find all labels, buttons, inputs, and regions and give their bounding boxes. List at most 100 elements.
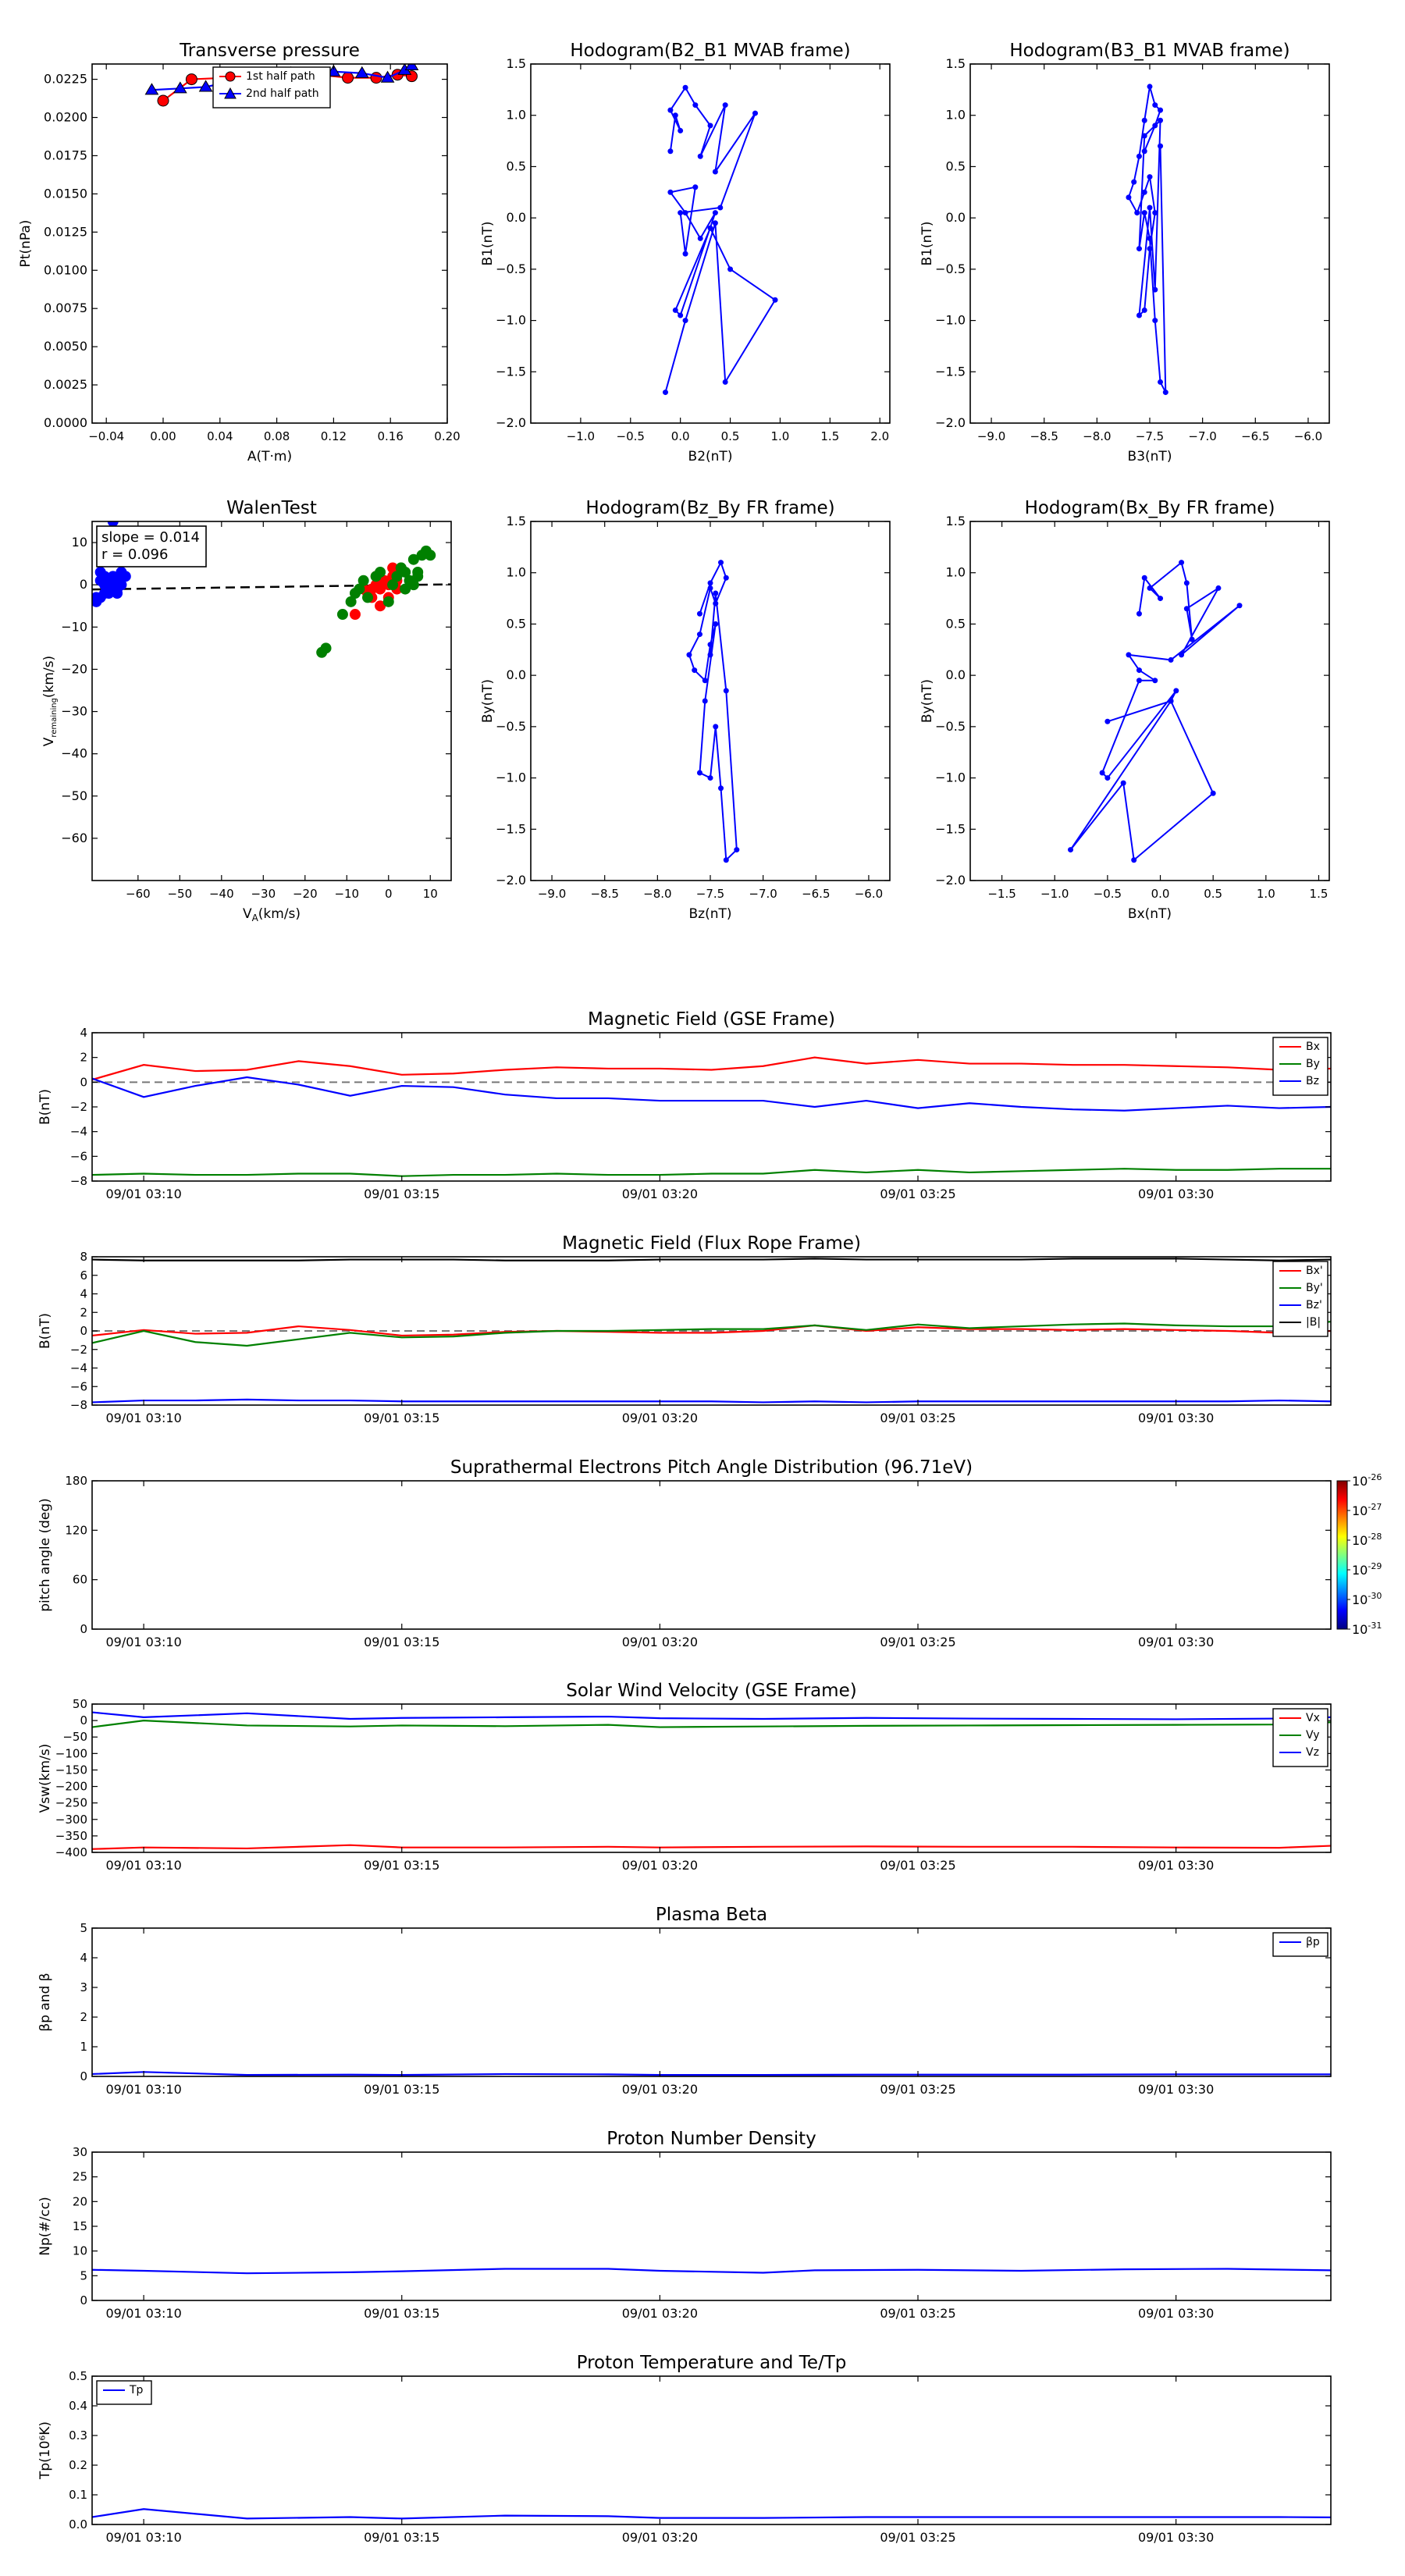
x-tick-label: 09/01 03:25 — [880, 1858, 955, 1873]
data-point — [1147, 205, 1153, 211]
legend-label: βp — [1306, 1936, 1320, 1948]
colorbar-label: 10-29 — [1352, 1561, 1382, 1578]
x-tick-label: −30 — [251, 887, 276, 901]
data-point — [1215, 585, 1222, 591]
chart-walen-test: WalenTest −60 −50 −40 −30 −20 −10 0 10 −60 −50 −40 −… — [41, 498, 452, 923]
x-tick-label: 0.16 — [377, 429, 403, 443]
legend: Bx By Bz — [1272, 1037, 1329, 1096]
chart-proton-density: Proton Number Density 0 5 10 15 20 25 30 09/01 0… — [37, 2129, 1332, 2321]
x-tick-label: 0.00 — [150, 429, 176, 443]
x-tick-label: −1.0 — [567, 429, 595, 443]
y-tick-label: 4 — [80, 1287, 87, 1301]
legend-label: Vy — [1306, 1729, 1320, 1742]
x-tick-label: 09/01 03:10 — [105, 1411, 181, 1425]
data-point — [94, 575, 106, 586]
data-point — [1141, 575, 1147, 581]
data-point — [112, 588, 123, 599]
x-tick-label: 2.0 — [870, 429, 889, 443]
series-line-0 — [1127, 86, 1167, 393]
x-tick-label: 0.04 — [207, 429, 233, 443]
x-tick-label: −1.0 — [1040, 887, 1069, 901]
x-tick-label: 09/01 03:30 — [1138, 2530, 1214, 2545]
x-tick-label: 09/01 03:20 — [622, 2082, 698, 2097]
series-line-Bz — [92, 1076, 1331, 1112]
x-axis-label: Bx(nT) — [1128, 906, 1172, 922]
x-tick-label: 1.0 — [771, 429, 790, 443]
plot-area — [663, 84, 778, 396]
plot-area — [92, 521, 451, 658]
y-tick-label: 0.0025 — [44, 377, 87, 392]
data-point — [712, 210, 718, 216]
data-point — [718, 560, 724, 566]
data-point — [1136, 153, 1142, 159]
y-axis-label-main: V — [41, 737, 57, 746]
legend-label: 1st half path — [246, 70, 315, 83]
x-tick-label: 09/01 03:10 — [105, 2306, 181, 2321]
y-tick-label: 2 — [80, 1305, 87, 1319]
data-point — [370, 72, 382, 84]
data-point — [718, 785, 724, 792]
data-point — [672, 307, 678, 313]
x-tick-label: 09/01 03:20 — [622, 2530, 698, 2545]
plot-area — [1126, 84, 1168, 396]
x-tick-label: −7.5 — [696, 887, 724, 901]
colorbar — [1336, 1480, 1348, 1630]
x-tick-label: −1.5 — [987, 887, 1016, 901]
y-tick-label: −6 — [70, 1379, 87, 1393]
data-point — [682, 251, 688, 257]
x-tick-label: 0 — [385, 887, 393, 901]
data-point — [1152, 102, 1158, 109]
x-tick-label: 09/01 03:15 — [364, 2082, 439, 2097]
data-point — [1152, 318, 1158, 324]
colorbar-label-base: 10 — [1352, 1474, 1368, 1489]
data-point — [362, 592, 374, 603]
x-tick-label: 09/01 03:20 — [622, 1187, 698, 1201]
y-tick-label: 0.4 — [69, 2399, 87, 2413]
data-point — [1120, 780, 1126, 786]
plot-area — [92, 1711, 1331, 1850]
plot-area — [686, 560, 740, 863]
legend-marker — [225, 71, 236, 82]
y-tick-label: 0.0 — [946, 667, 966, 682]
x-axis-label: Bz(nT) — [688, 906, 731, 922]
chart-title: Magnetic Field (GSE Frame) — [588, 1009, 835, 1030]
x-tick-label: −40 — [209, 887, 234, 901]
y-tick-label: −30 — [61, 704, 87, 719]
chart-magnetic-field-fr: Magnetic Field (Flux Rope Frame) −8 −6 −4 −2… — [37, 1233, 1332, 1425]
data-point — [1147, 246, 1153, 252]
series-line-Vx — [92, 1844, 1331, 1850]
y-tick-label: 1 — [80, 2040, 87, 2054]
chart-pitch-angle: Suprathermal Electrons Pitch Angle Distr… — [37, 1457, 1382, 1649]
axes-frame — [91, 1256, 1332, 1406]
data-point — [1152, 286, 1158, 293]
data-point — [357, 575, 369, 586]
legend-box — [1272, 1261, 1329, 1337]
data-point — [702, 698, 708, 704]
data-point — [1158, 117, 1164, 123]
y-tick-label: 0 — [80, 577, 87, 592]
x-tick-label: −8.0 — [643, 887, 671, 901]
y-tick-label: −1.5 — [496, 821, 526, 836]
x-tick-label: −8.0 — [1083, 429, 1111, 443]
y-tick-label: 1.0 — [507, 108, 526, 123]
data-point — [1136, 246, 1142, 252]
data-point — [1210, 790, 1216, 796]
colorbar-label-exp: -31 — [1368, 1621, 1382, 1631]
x-tick-label: 09/01 03:20 — [622, 1858, 698, 1873]
x-tick-label: 09/01 03:25 — [880, 2306, 955, 2321]
y-tick-label: −200 — [55, 1780, 87, 1794]
data-point — [723, 575, 729, 581]
colorbar-label-exp: -28 — [1368, 1532, 1382, 1542]
x-tick-label: −6.5 — [1241, 429, 1269, 443]
y-tick-label: 0.5 — [507, 158, 526, 173]
series-line-0 — [92, 2268, 1331, 2275]
x-tick-label: 09/01 03:30 — [1138, 1187, 1214, 1201]
chart-hodogram-bx-by: Hodogram(Bx_By FR frame) −2.0 −1.5 −1.0 −0.5… — [919, 498, 1330, 922]
colorbar-label: 10-28 — [1352, 1532, 1382, 1548]
y-axis-label: Tp(10⁶K) — [37, 2421, 53, 2480]
series-line-βp — [92, 2071, 1331, 2076]
y-tick-label: 0.0200 — [44, 110, 87, 125]
data-point — [723, 688, 729, 694]
annotation-box — [96, 525, 207, 568]
